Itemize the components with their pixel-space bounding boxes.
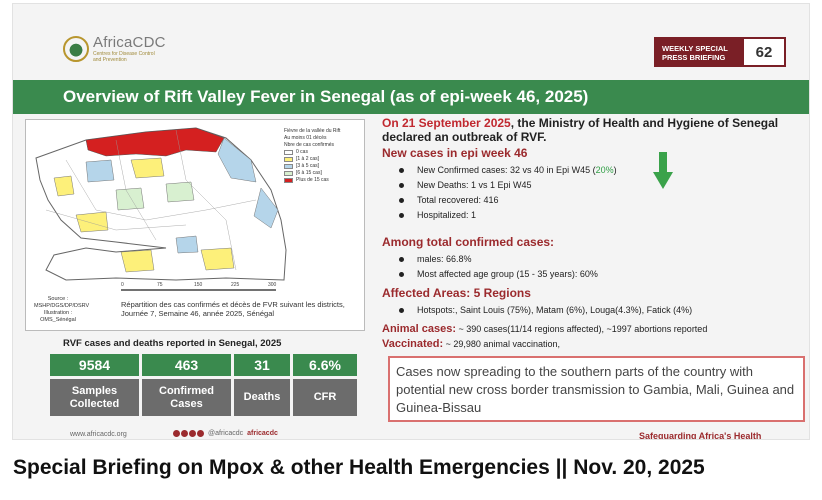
legend-title: Fièvre de la vallée du Rift (284, 128, 341, 134)
footer-url[interactable]: www.africacdc.org (70, 431, 127, 438)
district-borders (45, 129, 257, 271)
affected-heading: Affected Areas: 5 Regions (382, 286, 531, 300)
legend-sub: Au moins 01 décès (284, 135, 327, 141)
details-column: On 21 September 2025, the Ministry of He… (382, 116, 802, 350)
slide-title: Overview of Rift Valley Fever in Senegal… (13, 80, 809, 114)
region-1-2-e (200, 247, 235, 271)
video-title: Special Briefing on Mpox & other Health … (13, 456, 705, 479)
region-6-15-a (165, 181, 195, 203)
intro-text: On 21 September 2025, the Ministry of He… (382, 116, 779, 144)
new-cases-list: New Confirmed cases: 32 vs 40 in Epi W45… (397, 163, 802, 223)
list-item: Total recovered: 416 (397, 193, 802, 208)
africacdc-logo: AfricaCDC Centres for Disease Control an… (63, 34, 166, 63)
briefing-slide: AfricaCDC Centres for Disease Control an… (12, 3, 810, 440)
legend-item: Plus de 15 cas (284, 177, 356, 184)
region-1-2-d (120, 249, 155, 273)
region-3-5-d (175, 235, 199, 254)
scale-tick-300: 300 (268, 282, 277, 288)
scale-tick-150: 150 (194, 282, 203, 288)
legend-item: [3 à 5 cas] (284, 163, 356, 170)
legend-group: Nbre de cas confirmés (284, 142, 335, 148)
among-list: males: 66.8% Most affected age group (15… (397, 252, 802, 282)
legend-item: [1 à 2 cas] (284, 156, 356, 163)
badge-label: WEEKLY SPECIAL PRESS BRIEFING (656, 39, 744, 65)
list-item: New Confirmed cases: 32 vs 40 in Epi W45… (397, 163, 802, 178)
map-caption: Répartition des cas confirmés et décès d… (121, 300, 345, 318)
instagram-icon[interactable] (189, 430, 196, 437)
footer-tagline: Safeguarding Africa's Health (639, 431, 762, 440)
scale-tick-0: 0 (121, 282, 124, 288)
list-item: males: 66.8% (397, 252, 802, 267)
stat-label: Samples Collected (50, 379, 139, 416)
scale-bar: 0 75 150 225 300 (121, 282, 277, 291)
affected-list: Hotspots:, Saint Louis (75%), Matam (6%)… (397, 303, 802, 318)
region-3-5-b (85, 159, 115, 183)
callout-box: Cases now spreading to the southern part… (388, 356, 805, 422)
legend-item: [6 à 15 cas] (284, 170, 356, 177)
list-item: Most affected age group (15 - 35 years):… (397, 267, 802, 282)
region-1-2-a (53, 175, 75, 197)
stat-value: 6.6% (293, 354, 357, 376)
africacdc-emblem-icon (63, 35, 89, 62)
stat-label: Confirmed Cases (142, 379, 231, 416)
stat-value: 31 (234, 354, 290, 376)
social-handle-2: africacdc (247, 430, 278, 437)
list-item: New Deaths: 1 vs 1 Epi W45 (397, 178, 802, 193)
among-heading: Among total confirmed cases: (382, 235, 555, 249)
scale-tick-225: 225 (231, 282, 240, 288)
scale-tick-75: 75 (157, 282, 163, 288)
stat-cfr: 6.6% CFR (293, 354, 357, 416)
stat-deaths: 31 Deaths (234, 354, 290, 416)
new-cases-heading: New cases in epi week 46 (382, 146, 528, 160)
x-icon[interactable] (181, 430, 188, 437)
stat-label: CFR (293, 379, 357, 416)
map-graphic: 0 75 150 225 300 (35, 127, 287, 291)
map-legend: Fièvre de la vallée du Rift Au moins 01 … (284, 128, 356, 184)
down-arrow-icon (653, 152, 673, 189)
vaccinated: Vaccinated: ~ 29,980 animal vaccination, (382, 338, 560, 350)
social-handle: @africacdc (208, 430, 244, 437)
region-1-2-c (75, 211, 109, 233)
legend-item: 0 cas (284, 149, 356, 156)
brand-name: AfricaCDC (93, 34, 166, 51)
list-item: Hotspots:, Saint Louis (75%), Matam (6%)… (397, 303, 802, 318)
weekly-briefing-badge: WEEKLY SPECIAL PRESS BRIEFING 62 (654, 37, 786, 67)
region-plus-15 (85, 127, 225, 157)
senegal-rvf-map: 0 75 150 225 300 Fièvre de la vallée du … (25, 119, 365, 331)
animal-cases: Animal cases: ~ 390 cases(11/14 regions … (382, 323, 708, 335)
stat-confirmed: 463 Confirmed Cases (142, 354, 231, 416)
stat-value: 463 (142, 354, 231, 376)
stat-label: Deaths (234, 379, 290, 416)
stat-value: 9584 (50, 354, 139, 376)
brand-subtitle: Centres for Disease Control and Preventi… (93, 51, 155, 63)
map-source: Source : MSHP/DGS/DP/DSRV Illustration :… (34, 296, 90, 323)
linkedin-icon[interactable] (197, 430, 204, 437)
region-3-5-c (253, 187, 279, 229)
footer-social: @africacdc africacdc (173, 430, 278, 437)
facebook-icon[interactable] (173, 430, 180, 437)
stat-samples: 9584 Samples Collected (50, 354, 139, 416)
region-6-15-b (115, 187, 145, 211)
list-item: Hospitalized: 1 (397, 208, 802, 223)
badge-number: 62 (744, 39, 784, 65)
region-3-5-a (217, 137, 257, 183)
region-1-2-b (130, 157, 165, 179)
stats-title: RVF cases and deaths reported in Senegal… (63, 338, 282, 349)
